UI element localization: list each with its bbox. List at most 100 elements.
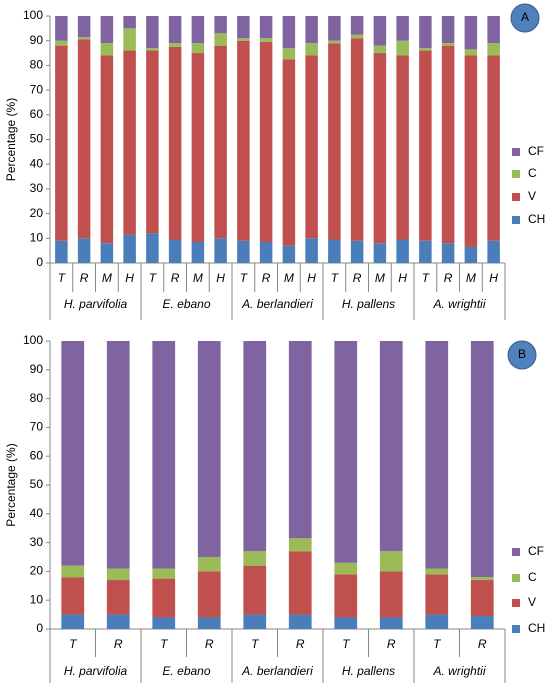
x-tick-label: H — [216, 271, 225, 285]
bar-segment — [214, 16, 227, 34]
y-axis-label: Percentage (%) — [4, 443, 18, 526]
panel-badge — [507, 340, 537, 370]
bar-segment — [197, 617, 221, 629]
bar-segment — [197, 571, 221, 618]
legend-swatch — [512, 170, 520, 178]
bar-segment — [282, 16, 296, 49]
bar-segment — [106, 580, 130, 615]
bar-segment — [305, 43, 318, 56]
bar-segment — [191, 16, 205, 44]
bar-segment — [464, 16, 478, 50]
bar-segment — [305, 55, 318, 239]
bar-segment — [464, 246, 478, 263]
x-tick-label: R — [444, 271, 453, 285]
bar-segment — [191, 242, 205, 263]
bar-segment — [441, 43, 455, 46]
legend-label: CH — [528, 212, 545, 226]
bar-segment — [106, 341, 130, 569]
legend-label: CF — [528, 144, 544, 158]
x-tick-label: T — [342, 637, 351, 651]
bar-segment — [350, 240, 364, 263]
bar-segment — [55, 40, 68, 46]
bar-segment — [425, 341, 449, 569]
y-tick-label: 10 — [30, 592, 44, 606]
x-tick-label: H — [489, 271, 498, 285]
bar-segment — [373, 243, 387, 263]
bar-segment — [350, 38, 364, 241]
bar-segment — [100, 16, 114, 44]
x-tick-label: R — [262, 271, 271, 285]
bar-segment — [106, 568, 130, 581]
group-label: H. parvifolia — [64, 297, 128, 311]
bar-segment — [106, 614, 130, 629]
bar-segment — [487, 55, 500, 241]
bar-segment — [441, 16, 455, 44]
y-tick-label: 80 — [30, 58, 44, 72]
y-tick-label: 30 — [30, 181, 44, 195]
y-tick-label: 100 — [23, 8, 43, 22]
group-label: E. ebano — [162, 664, 210, 678]
y-axis-label: Percentage (%) — [4, 98, 18, 181]
bar-segment — [61, 614, 85, 629]
y-tick-label: 50 — [30, 477, 44, 491]
bar-segment — [419, 48, 432, 51]
bar-segment — [168, 43, 182, 47]
x-tick-label: M — [284, 271, 294, 285]
y-tick-label: 70 — [30, 420, 44, 434]
bar-segment — [288, 341, 312, 539]
x-tick-label: T — [69, 637, 78, 651]
bar-segment — [77, 16, 91, 37]
x-tick-label: M — [466, 271, 476, 285]
bar-segment — [243, 551, 267, 566]
bar-segment — [214, 238, 227, 263]
bar-segment — [100, 243, 114, 263]
bar-segment — [282, 48, 296, 60]
bar-segment — [243, 565, 267, 615]
bar-segment — [259, 41, 273, 243]
bar-segment — [197, 557, 221, 572]
bar-segment — [237, 240, 250, 263]
bar-segment — [152, 578, 176, 618]
bar-segment — [146, 48, 159, 51]
bar-segment — [470, 577, 494, 581]
bar-segment — [77, 39, 91, 239]
bar-segment — [334, 341, 358, 563]
x-tick-label: R — [296, 637, 305, 651]
bar-segment — [259, 242, 273, 263]
legend-swatch — [512, 193, 520, 201]
bar-segment — [350, 16, 364, 35]
group-label: A. wrightii — [432, 664, 485, 678]
bar-segment — [379, 617, 403, 629]
bar-segment — [373, 45, 387, 54]
y-tick-label: 0 — [36, 621, 43, 635]
group-label: H. pallens — [342, 664, 395, 678]
bar-segment — [425, 574, 449, 615]
bar-segment — [288, 614, 312, 629]
bar-segment — [146, 16, 159, 49]
group-label: E. ebano — [162, 297, 210, 311]
bar-segment — [441, 45, 455, 244]
bar-segment — [237, 16, 250, 39]
x-tick-label: T — [160, 637, 169, 651]
y-tick-label: 100 — [23, 333, 43, 347]
x-tick-label: R — [205, 637, 214, 651]
bar-segment — [419, 240, 432, 263]
bar-segment — [379, 341, 403, 552]
x-tick-label: T — [251, 637, 260, 651]
legend-swatch — [512, 625, 520, 633]
legend-label: V — [528, 189, 536, 203]
bar-segment — [77, 238, 91, 263]
y-tick-label: 20 — [30, 564, 44, 578]
bar-segment — [191, 53, 205, 243]
bar-segment — [168, 16, 182, 44]
bar-segment — [152, 617, 176, 629]
group-label: H. pallens — [342, 297, 395, 311]
bar-segment — [61, 577, 85, 615]
bar-segment — [328, 16, 341, 41]
legend-label: CF — [528, 544, 544, 558]
panel-label: A — [521, 10, 529, 24]
x-tick-label: T — [58, 271, 67, 285]
bar-segment — [123, 50, 136, 235]
bar-segment — [55, 240, 68, 263]
